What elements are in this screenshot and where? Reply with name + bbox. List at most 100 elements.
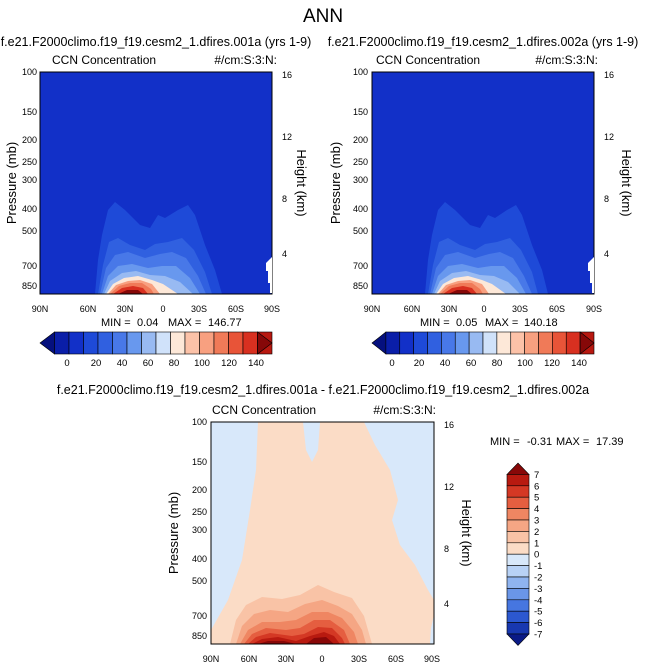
contour-field	[372, 72, 594, 294]
y-tick-label: 500	[353, 226, 368, 236]
y-right-tick-label: 8	[604, 194, 609, 204]
y-axis-right-label: Height (km)	[294, 149, 309, 216]
y-tick-label: 100	[192, 417, 207, 427]
y-right-tick-label: 8	[444, 544, 449, 554]
masked-region	[588, 257, 594, 293]
panel-subtitle-right: #/cm:S:3:N:	[373, 403, 436, 417]
max-value: 17.39	[596, 436, 624, 448]
colorbar-tick-label: 60	[143, 358, 154, 369]
colorbar-tick-label: 20	[414, 358, 425, 369]
colorbar-tick-label: 120	[544, 358, 560, 369]
colorbar-swatch	[496, 331, 512, 355]
panel-top-right: f.e21.F2000climo.f19_f19.cesm2_1.dfires.…	[328, 35, 639, 369]
y-tick-label: 850	[22, 281, 37, 291]
y-tick-label: 300	[22, 175, 37, 185]
x-tick-label: 30S	[351, 654, 367, 664]
x-tick-label: 0	[481, 304, 486, 314]
colorbar-tick-label: -3	[534, 584, 542, 595]
colorbar-tick-label: 60	[466, 358, 477, 369]
colorbar-swatch	[506, 565, 530, 578]
x-tick-label: 90S	[264, 304, 280, 314]
min-label: MIN =	[101, 317, 131, 329]
max-label: MAX =	[556, 436, 589, 448]
colorbar-swatch	[441, 331, 456, 355]
colorbar-swatch	[506, 496, 530, 509]
colorbar-tick-label: 80	[492, 358, 503, 369]
x-tick-labels: 90N 60N 30N 0 30S 60S 90S	[203, 654, 440, 664]
colorbar-tick-label: 140	[248, 358, 264, 369]
y-right-tick-label: 4	[444, 599, 449, 609]
colorbar-swatch	[126, 331, 142, 355]
stats-text: MIN = 0.04 MAX = 146.77	[101, 317, 242, 329]
colorbar-tick-label: 5	[534, 493, 539, 504]
colorbar-tick-label: 7	[534, 470, 539, 481]
y-tick-label: 700	[192, 611, 207, 621]
panel-subtitle-left: CCN Concentration	[212, 403, 316, 417]
x-tick-label: 0	[160, 304, 165, 314]
x-tick-label: 90S	[424, 654, 440, 664]
colorbar-tick-label: 0	[64, 358, 69, 369]
contour-field	[211, 422, 434, 644]
colorbar-swatch	[506, 508, 530, 521]
colorbar-swatch	[468, 331, 484, 355]
colorbar-swatch	[83, 331, 99, 355]
y-tick-label: 400	[22, 204, 37, 214]
x-tick-label: 60N	[404, 304, 421, 314]
colorbar-tick-label: 0	[389, 358, 394, 369]
y-right-tick-labels: 16 12 8 4	[444, 420, 454, 609]
y-right-tick-label: 12	[604, 132, 614, 142]
colorbar-tick-label: 100	[517, 358, 533, 369]
x-tick-label: 90S	[586, 304, 602, 314]
panel-subtitle-left: CCN Concentration	[376, 53, 480, 67]
colorbar-swatch	[506, 553, 530, 566]
min-value: 0.05	[456, 317, 477, 329]
colorbar-tick-label: 3	[534, 516, 539, 527]
colorbar-swatch	[39, 331, 55, 355]
y-tick-label: 250	[22, 157, 37, 167]
y-right-tick-labels: 16 12 8 4	[604, 70, 614, 259]
max-label: MAX =	[485, 317, 518, 329]
colorbar-swatch	[506, 610, 530, 623]
panel-title: f.e21.F2000climo.f19_f19.cesm2_1.dfires.…	[1, 35, 312, 49]
colorbar-swatch	[579, 331, 595, 355]
x-tick-label: 60S	[228, 304, 244, 314]
colorbar-tick-label: 1	[534, 538, 539, 549]
colorbar-swatch	[68, 331, 84, 355]
y-tick-label: 700	[22, 261, 37, 271]
colorbar-swatch	[213, 331, 229, 355]
colorbar-tick-label: 40	[440, 358, 451, 369]
colorbar-swatch	[510, 331, 525, 355]
x-tick-labels: 90N 60N 30N 0 30S 60S 90S	[364, 304, 602, 314]
y-tick-label: 300	[353, 175, 368, 185]
masked-region	[266, 257, 272, 293]
colorbar-swatch	[257, 331, 273, 355]
colorbar-swatch	[141, 331, 157, 355]
colorbar-tick-label: 0	[534, 550, 539, 561]
y-axis-right-label: Height (km)	[459, 499, 474, 566]
contour-field	[40, 72, 272, 294]
y-right-tick-label: 8	[282, 194, 287, 204]
x-tick-label: 90N	[364, 304, 381, 314]
y-tick-label: 100	[353, 67, 368, 77]
colorbar-swatch	[565, 331, 581, 355]
colorbar-tick-label: 120	[221, 358, 237, 369]
colorbar-tick-label: -6	[534, 618, 542, 629]
colorbar-tick-labels: 0 20 40 60 80 100 120 140	[389, 358, 587, 369]
panel-subtitle-right: #/cm:S:3:N:	[535, 53, 598, 67]
y-right-tick-label: 4	[604, 249, 609, 259]
colorbar-swatch	[506, 588, 530, 601]
colorbar-tick-label: -5	[534, 607, 542, 618]
y-tick-label: 850	[353, 281, 368, 291]
y-tick-label: 300	[192, 525, 207, 535]
colorbar-swatch	[454, 331, 470, 355]
y-right-tick-label: 12	[444, 482, 454, 492]
panel-title: f.e21.F2000climo.f19_f19.cesm2_1.dfires.…	[57, 383, 589, 397]
y-tick-label: 500	[22, 226, 37, 236]
colorbar-swatch	[506, 519, 530, 532]
colorbar-tick-label: 4	[534, 504, 539, 515]
panel-subtitle-right: #/cm:S:3:N:	[214, 53, 277, 67]
min-label: MIN =	[490, 436, 520, 448]
y-tick-label: 250	[353, 157, 368, 167]
y-tick-labels: 100 150 200 250 300 400 500 700 850	[353, 67, 368, 291]
